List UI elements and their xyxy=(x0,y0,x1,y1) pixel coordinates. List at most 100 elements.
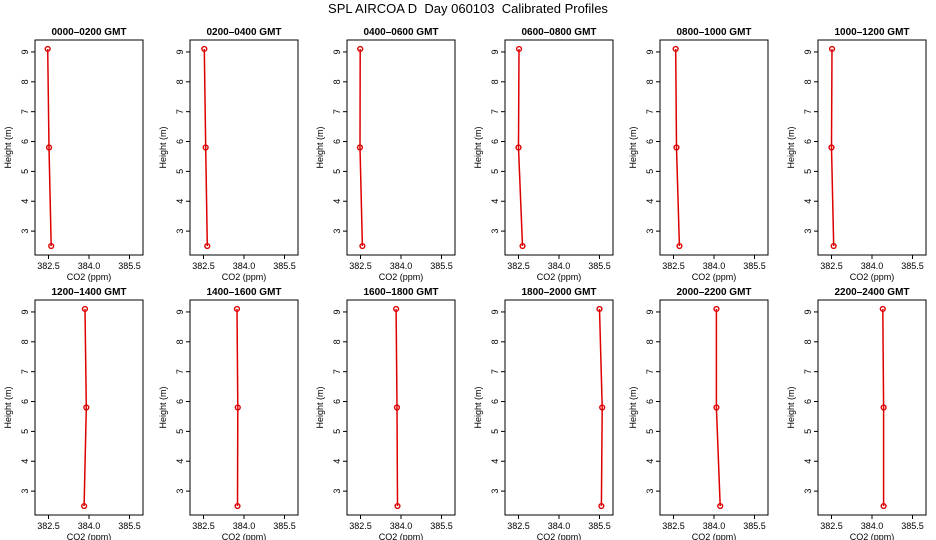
y-axis-label: Height (m) xyxy=(786,126,796,168)
y-tick-label: 3 xyxy=(490,489,500,494)
y-tick-label: 8 xyxy=(332,79,342,84)
x-tick-label: 384.0 xyxy=(233,261,256,271)
panel-title: 0200–0400 GMT xyxy=(206,27,281,38)
y-tick-label: 8 xyxy=(645,339,655,344)
y-tick-label: 6 xyxy=(803,399,813,404)
x-tick-label: 385.5 xyxy=(118,261,141,271)
x-tick-label: 382.5 xyxy=(349,521,372,531)
x-tick-label: 382.5 xyxy=(349,261,372,271)
data-point xyxy=(201,45,208,53)
y-tick-label: 3 xyxy=(332,229,342,234)
y-axis-label: Height (m) xyxy=(158,386,168,428)
x-tick-label: 384.0 xyxy=(390,261,413,271)
y-tick-label: 7 xyxy=(803,109,813,114)
x-axis-label: CO2 (ppm) xyxy=(379,532,424,540)
x-axis-label: CO2 (ppm) xyxy=(222,272,267,282)
profile-line xyxy=(359,48,364,247)
y-tick-label: 9 xyxy=(175,49,185,54)
data-point xyxy=(880,404,887,411)
data-point xyxy=(83,404,90,411)
profile-panel: 0600–0800 GMT 382.5 384.0 385.5 3 4 5 6 7 8 9 CO2 (… xyxy=(473,27,614,282)
y-tick-label: 6 xyxy=(332,399,342,404)
x-tick-label: 385.5 xyxy=(430,261,453,271)
plot-frame xyxy=(346,299,456,516)
y-tick-label: 4 xyxy=(20,199,30,204)
y-tick-label: 4 xyxy=(20,459,30,464)
y-tick-label: 3 xyxy=(20,229,30,234)
data-point xyxy=(880,502,887,510)
y-axis-label: Height (m) xyxy=(315,386,325,428)
y-tick-label: 9 xyxy=(803,309,813,314)
y-tick-label: 7 xyxy=(332,109,342,114)
profile-line xyxy=(46,48,52,247)
y-tick-label: 3 xyxy=(175,489,185,494)
data-point xyxy=(713,305,720,313)
y-tick-label: 6 xyxy=(20,399,30,404)
y-tick-label: 3 xyxy=(645,489,655,494)
x-axis-label: CO2 (ppm) xyxy=(537,272,582,282)
y-tick-label: 5 xyxy=(645,169,655,174)
data-point xyxy=(828,144,835,151)
y-axis-label: Height (m) xyxy=(473,126,483,168)
y-tick-label: 3 xyxy=(20,489,30,494)
x-tick-label: 384.0 xyxy=(78,521,101,531)
x-tick-label: 385.5 xyxy=(273,521,296,531)
profile-line xyxy=(830,48,835,247)
y-tick-label: 8 xyxy=(175,339,185,344)
x-tick-label: 384.0 xyxy=(703,521,726,531)
y-tick-label: 4 xyxy=(490,199,500,204)
profile-panel: 1200–1400 GMT 382.5 384.0 385.5 3 4 5 6 7 8 9 CO2 (… xyxy=(3,287,144,540)
data-point xyxy=(393,404,401,411)
page-title: SPL AIRCOA D Day 060103 Calibrated Profi… xyxy=(328,1,608,16)
y-tick-label: 3 xyxy=(803,489,813,494)
x-tick-label: 382.5 xyxy=(192,521,215,531)
profile-line xyxy=(598,308,603,507)
data-point xyxy=(234,404,241,411)
x-axis-label: CO2 (ppm) xyxy=(692,272,737,282)
y-axis-label: Height (m) xyxy=(3,126,13,168)
panel-title: 1200–1400 GMT xyxy=(51,287,126,298)
y-tick-label: 9 xyxy=(645,49,655,54)
y-tick-label: 6 xyxy=(645,139,655,144)
data-point xyxy=(515,144,522,151)
y-tick-label: 6 xyxy=(645,399,655,404)
y-tick-label: 4 xyxy=(175,459,185,464)
x-tick-label: 385.5 xyxy=(588,261,611,271)
x-tick-label: 384.0 xyxy=(703,261,726,271)
x-axis-label: CO2 (ppm) xyxy=(537,532,582,540)
y-tick-label: 7 xyxy=(332,369,342,374)
y-axis-label: Height (m) xyxy=(786,386,796,428)
profile-panel: 0200–0400 GMT 382.5 384.0 385.5 3 4 5 6 7 8 9 CO2 (… xyxy=(158,27,299,282)
profile-panel: 2200–2400 GMT 382.5 384.0 385.5 3 4 5 6 7 8 9 CO2 (… xyxy=(786,287,927,540)
x-axis-label: CO2 (ppm) xyxy=(692,532,737,540)
x-tick-label: 382.5 xyxy=(192,261,215,271)
profile-panel: 1000–1200 GMT 382.5 384.0 385.5 3 4 5 6 7 8 9 CO2 (… xyxy=(786,27,927,282)
y-axis-label: Height (m) xyxy=(315,126,325,168)
y-tick-label: 8 xyxy=(645,79,655,84)
data-point xyxy=(394,502,401,510)
data-point xyxy=(356,144,364,151)
y-tick-label: 5 xyxy=(175,169,185,174)
profile-panel: 1400–1600 GMT 382.5 384.0 385.5 3 4 5 6 7 8 9 CO2 (… xyxy=(158,287,299,540)
data-point xyxy=(45,144,53,151)
x-axis-label: CO2 (ppm) xyxy=(379,272,424,282)
plot-frame xyxy=(189,299,299,516)
panel-title: 1000–1200 GMT xyxy=(834,27,909,38)
x-tick-label: 385.5 xyxy=(118,521,141,531)
y-tick-label: 9 xyxy=(20,49,30,54)
y-tick-label: 9 xyxy=(175,309,185,314)
y-tick-label: 4 xyxy=(175,199,185,204)
profile-line xyxy=(715,309,721,507)
y-tick-label: 6 xyxy=(490,139,500,144)
x-tick-label: 384.0 xyxy=(548,261,571,271)
y-tick-label: 7 xyxy=(645,369,655,374)
y-tick-label: 8 xyxy=(175,79,185,84)
y-tick-label: 8 xyxy=(20,339,30,344)
y-tick-label: 5 xyxy=(490,169,500,174)
plot-frame xyxy=(504,299,614,516)
y-tick-label: 3 xyxy=(490,229,500,234)
y-tick-label: 8 xyxy=(803,79,813,84)
y-tick-label: 3 xyxy=(645,229,655,234)
data-point xyxy=(713,404,720,411)
